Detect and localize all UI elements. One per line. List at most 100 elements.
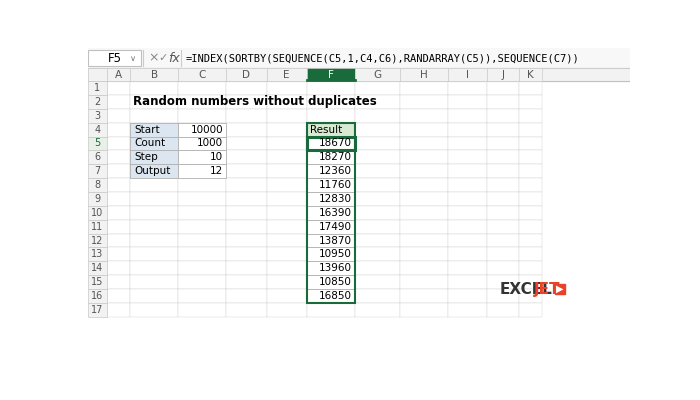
Bar (307, 164, 355, 178)
Bar (178, 220, 226, 234)
Text: Start: Start (134, 125, 160, 135)
Bar (486, 164, 519, 178)
Text: Output: Output (134, 166, 170, 176)
Bar (107, 95, 130, 109)
Bar (307, 95, 355, 109)
Bar (307, 178, 355, 192)
Bar (400, 81, 448, 95)
Bar (400, 206, 448, 220)
Text: 10: 10 (210, 152, 223, 162)
Bar (226, 303, 267, 317)
Text: 10000: 10000 (190, 125, 223, 135)
Bar (226, 261, 267, 275)
Bar (307, 289, 355, 303)
Bar (307, 192, 355, 206)
Bar (178, 123, 226, 136)
Bar (486, 178, 519, 192)
Text: 9: 9 (94, 194, 100, 204)
Bar (448, 178, 486, 192)
Bar (307, 220, 355, 234)
Bar (448, 81, 486, 95)
Bar (448, 275, 486, 289)
Text: F: F (328, 70, 334, 80)
Bar (88, 275, 107, 289)
Bar (355, 109, 400, 123)
Bar (226, 220, 267, 234)
Bar (519, 136, 542, 150)
Bar (486, 150, 519, 164)
Bar (519, 123, 542, 136)
Bar (448, 206, 486, 220)
Bar (178, 206, 226, 220)
Bar (130, 164, 178, 178)
Bar (178, 275, 226, 289)
Bar (88, 48, 630, 68)
Bar (355, 220, 400, 234)
Bar (130, 303, 178, 317)
Bar (130, 206, 178, 220)
Bar (226, 95, 267, 109)
Bar (226, 275, 267, 289)
Bar (486, 303, 519, 317)
Bar (226, 109, 267, 123)
Bar (355, 164, 400, 178)
Text: 13870: 13870 (318, 236, 352, 246)
Bar (355, 234, 400, 248)
Bar (178, 150, 226, 164)
Bar (486, 206, 519, 220)
Bar (486, 248, 519, 261)
Text: K: K (527, 70, 534, 80)
Bar (355, 303, 400, 317)
Bar (267, 136, 307, 150)
Bar (519, 248, 542, 261)
Text: 5: 5 (94, 138, 100, 148)
Bar (267, 178, 307, 192)
Bar (130, 289, 178, 303)
Text: 14: 14 (91, 263, 104, 273)
Bar (107, 164, 130, 178)
Bar (448, 136, 486, 150)
Text: 13960: 13960 (318, 263, 352, 273)
Text: 17490: 17490 (318, 222, 352, 232)
Bar (486, 261, 519, 275)
Bar (307, 123, 355, 136)
Text: ✓: ✓ (158, 53, 167, 63)
Text: I: I (466, 70, 469, 80)
Bar (88, 289, 107, 303)
Text: 10850: 10850 (319, 277, 352, 287)
Text: ×: × (148, 52, 158, 64)
Bar (355, 95, 400, 109)
Bar (307, 68, 355, 81)
Bar (307, 220, 355, 234)
Text: 1: 1 (94, 83, 100, 93)
Bar (107, 275, 130, 289)
Bar (226, 136, 267, 150)
Bar (307, 234, 355, 248)
Bar (307, 248, 355, 261)
Bar (130, 68, 178, 81)
Text: 18270: 18270 (318, 152, 352, 162)
Bar (88, 68, 107, 81)
Bar (88, 109, 107, 123)
Bar (519, 178, 542, 192)
Bar (400, 95, 448, 109)
Bar (307, 150, 355, 164)
Text: 18670: 18670 (318, 138, 352, 148)
Bar (267, 289, 307, 303)
Bar (226, 150, 267, 164)
Bar (267, 303, 307, 317)
Bar (130, 123, 178, 136)
Bar (355, 136, 400, 150)
Bar (400, 234, 448, 248)
Text: G: G (373, 70, 382, 80)
Bar (178, 81, 226, 95)
Bar (448, 234, 486, 248)
Text: 10: 10 (91, 208, 104, 218)
Bar (178, 136, 226, 150)
Bar (400, 68, 448, 81)
Bar (355, 206, 400, 220)
Text: 11760: 11760 (318, 180, 352, 190)
Bar (88, 123, 107, 136)
Bar (355, 289, 400, 303)
Bar (486, 68, 519, 81)
